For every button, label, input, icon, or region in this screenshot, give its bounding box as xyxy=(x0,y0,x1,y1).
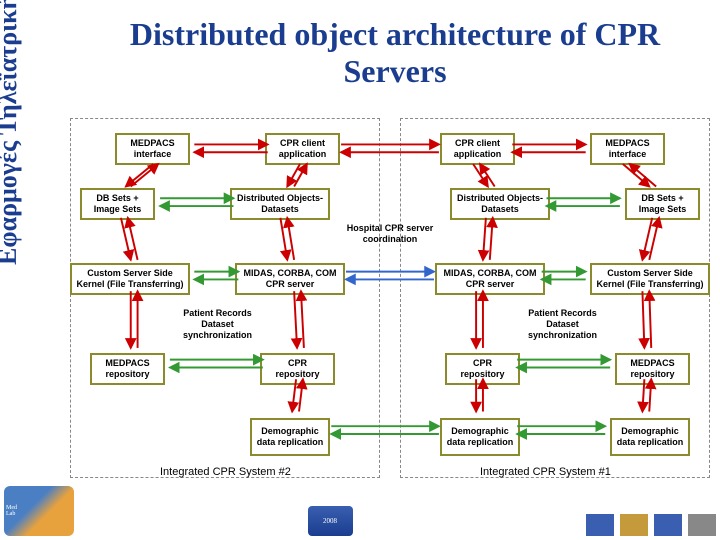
footer-logos: MedLab 2008 xyxy=(4,486,716,536)
node-medpacs-if-l: MEDPACS interface xyxy=(115,133,190,165)
sidebar-title: Εφαρμογές Τηλεϊατρικής xyxy=(0,0,23,265)
label-sync-l: Patient Records Dataset synchronization xyxy=(170,308,265,340)
node-midas-r: MIDAS, CORBA, COM CPR server xyxy=(435,263,545,295)
logo-sponsors xyxy=(586,514,716,536)
label-system1: Integrated CPR System #1 xyxy=(480,466,611,478)
page-title: Distributed object architecture of CPR S… xyxy=(80,16,710,90)
region-left xyxy=(70,118,380,478)
node-medpacs-repo-r: MEDPACS repository xyxy=(615,353,690,385)
label-system2: Integrated CPR System #2 xyxy=(160,466,291,478)
node-dist-obj-r: Distributed Objects-Datasets xyxy=(450,188,550,220)
node-cpr-repo-r: CPR repository xyxy=(445,353,520,385)
node-db-sets-l: DB Sets + Image Sets xyxy=(80,188,155,220)
node-midas-l: MIDAS, CORBA, COM CPR server xyxy=(235,263,345,295)
logo-medlab: MedLab xyxy=(4,486,74,536)
node-cpr-client-l: CPR client application xyxy=(265,133,340,165)
logo-year: 2008 xyxy=(308,506,353,536)
node-db-sets-r: DB Sets + Image Sets xyxy=(625,188,700,220)
node-cpr-client-r: CPR client application xyxy=(440,133,515,165)
label-sync-r: Patient Records Dataset synchronization xyxy=(515,308,610,340)
node-cpr-repo-l: CPR repository xyxy=(260,353,335,385)
node-demo-repl-c: Demographic data replication xyxy=(440,418,520,456)
node-demo-repl-r: Demographic data replication xyxy=(610,418,690,456)
node-medpacs-if-r: MEDPACS interface xyxy=(590,133,665,165)
node-medpacs-repo-l: MEDPACS repository xyxy=(90,353,165,385)
node-dist-obj-l: Distributed Objects-Datasets xyxy=(230,188,330,220)
node-demo-repl-l: Demographic data replication xyxy=(250,418,330,456)
node-kernel-l: Custom Server Side Kernel (File Transfer… xyxy=(70,263,190,295)
node-kernel-r: Custom Server Side Kernel (File Transfer… xyxy=(590,263,710,295)
architecture-diagram: MEDPACS interface CPR client application… xyxy=(70,118,710,480)
label-coord: Hospital CPR server coordination xyxy=(345,223,435,245)
